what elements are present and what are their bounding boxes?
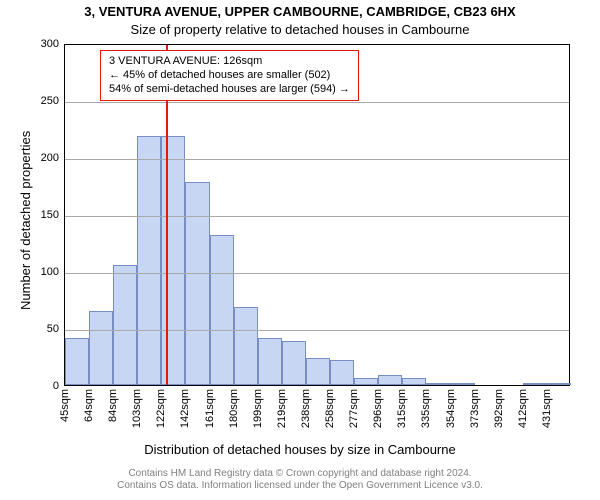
histogram-bar bbox=[210, 235, 234, 385]
annotation-line-2: ← 45% of detached houses are smaller (50… bbox=[109, 69, 350, 83]
histogram-bar bbox=[234, 307, 258, 385]
grid-line bbox=[65, 216, 569, 217]
x-tick-label: 354sqm bbox=[445, 389, 457, 428]
x-tick-label: 45sqm bbox=[59, 389, 71, 422]
chart-footer: Contains HM Land Registry data © Crown c… bbox=[0, 468, 600, 492]
chart-subtitle: Size of property relative to detached ho… bbox=[0, 22, 600, 37]
y-tick-label: 150 bbox=[41, 209, 65, 221]
histogram-bar bbox=[306, 358, 330, 385]
histogram-bar bbox=[258, 338, 282, 385]
histogram-bar bbox=[65, 338, 89, 385]
x-tick-label: 142sqm bbox=[179, 389, 191, 428]
property-size-chart: 3, VENTURA AVENUE, UPPER CAMBOURNE, CAMB… bbox=[0, 0, 600, 500]
histogram-bar bbox=[451, 383, 475, 385]
grid-line bbox=[65, 159, 569, 160]
x-tick-label: 296sqm bbox=[372, 389, 384, 428]
x-tick-label: 277sqm bbox=[348, 389, 360, 428]
histogram-bar bbox=[137, 136, 161, 385]
x-tick-label: 122sqm bbox=[155, 389, 167, 428]
x-tick-label: 335sqm bbox=[420, 389, 432, 428]
y-tick-label: 100 bbox=[41, 266, 65, 278]
x-tick-label: 373sqm bbox=[469, 389, 481, 428]
x-tick-label: 258sqm bbox=[324, 389, 336, 428]
chart-title: 3, VENTURA AVENUE, UPPER CAMBOURNE, CAMB… bbox=[0, 4, 600, 19]
grid-line bbox=[65, 102, 569, 103]
histogram-bar bbox=[426, 383, 450, 385]
x-tick-label: 84sqm bbox=[107, 389, 119, 422]
x-tick-label: 431sqm bbox=[541, 389, 553, 428]
x-tick-label: 315sqm bbox=[396, 389, 408, 428]
footer-line-2: Contains OS data. Information licensed u… bbox=[0, 480, 600, 492]
histogram-bar bbox=[89, 311, 113, 385]
histogram-bar bbox=[185, 182, 209, 385]
grid-line bbox=[65, 273, 569, 274]
y-tick-label: 200 bbox=[41, 152, 65, 164]
x-tick-label: 219sqm bbox=[276, 389, 288, 428]
histogram-bar bbox=[330, 360, 354, 385]
x-axis-label: Distribution of detached houses by size … bbox=[0, 442, 600, 457]
histogram-bar bbox=[523, 383, 547, 385]
x-tick-label: 199sqm bbox=[252, 389, 264, 428]
footer-line-1: Contains HM Land Registry data © Crown c… bbox=[0, 468, 600, 480]
histogram-bar bbox=[547, 383, 571, 385]
histogram-bar bbox=[402, 378, 426, 385]
annotation-line-3: 54% of semi-detached houses are larger (… bbox=[109, 83, 350, 97]
x-tick-label: 180sqm bbox=[228, 389, 240, 428]
x-tick-label: 64sqm bbox=[83, 389, 95, 422]
histogram-bar bbox=[378, 375, 402, 385]
histogram-bar bbox=[282, 341, 306, 385]
x-tick-label: 392sqm bbox=[493, 389, 505, 428]
y-tick-label: 50 bbox=[47, 323, 65, 335]
y-tick-label: 300 bbox=[41, 38, 65, 50]
x-tick-label: 103sqm bbox=[131, 389, 143, 428]
y-axis-label: Number of detached properties bbox=[18, 131, 33, 310]
y-tick-label: 250 bbox=[41, 95, 65, 107]
x-tick-label: 412sqm bbox=[517, 389, 529, 428]
x-tick-label: 238sqm bbox=[300, 389, 312, 428]
histogram-bar bbox=[354, 378, 378, 385]
x-tick-label: 161sqm bbox=[204, 389, 216, 428]
annotation-box: 3 VENTURA AVENUE: 126sqm ← 45% of detach… bbox=[100, 50, 359, 101]
grid-line bbox=[65, 330, 569, 331]
annotation-line-1: 3 VENTURA AVENUE: 126sqm bbox=[109, 55, 350, 69]
histogram-bar bbox=[113, 265, 137, 385]
